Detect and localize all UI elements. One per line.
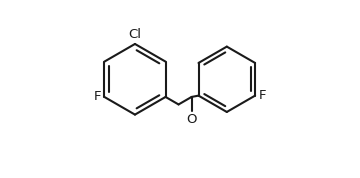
Text: F: F bbox=[94, 90, 101, 103]
Text: O: O bbox=[186, 113, 197, 126]
Text: F: F bbox=[258, 89, 266, 102]
Text: Cl: Cl bbox=[129, 28, 141, 41]
